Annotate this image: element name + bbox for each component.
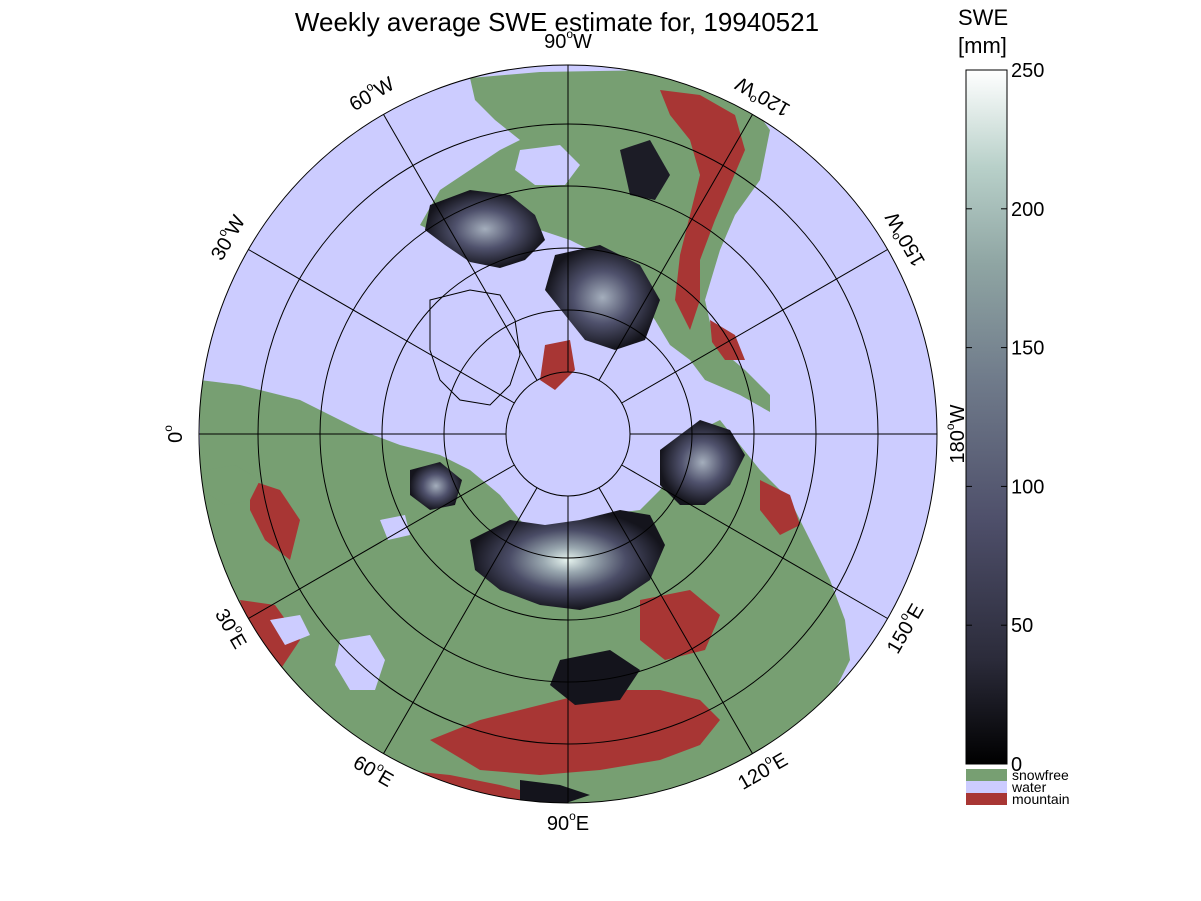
colorbar-tick-label: 200 xyxy=(1011,199,1044,221)
colorbar-title-swe: SWE xyxy=(958,5,1008,30)
colorbar-gradient xyxy=(965,69,1008,765)
rockies-mountain xyxy=(660,90,745,330)
colorbar-title-unit: [mm] xyxy=(958,33,1007,58)
legend-label-water: water xyxy=(1011,779,1047,795)
mongolia-snow xyxy=(550,650,640,705)
meridian-line xyxy=(598,487,753,754)
longitude-label: 90oW xyxy=(544,27,592,53)
legend-swatch-mountain xyxy=(966,793,1007,805)
longitude-label: 0o xyxy=(161,425,187,443)
legend-swatch-water xyxy=(966,781,1007,793)
alaska-mountain xyxy=(710,320,745,360)
meridian-line xyxy=(248,464,515,619)
tibet-snow xyxy=(520,780,590,803)
alps-mountain xyxy=(240,600,300,670)
greenland-mountain xyxy=(540,340,575,390)
scandinavia-snow xyxy=(410,462,462,510)
meridian-line xyxy=(621,464,888,619)
europe-mountain xyxy=(250,480,300,560)
legend-label-mountain: mountain xyxy=(1012,791,1070,807)
colorbar-tick-label: 250 xyxy=(1011,60,1044,82)
north-america-snow xyxy=(425,190,545,268)
black-sea-water xyxy=(270,615,310,645)
colorbar-ticks: 0 50 100 150 200 250 xyxy=(966,60,1044,776)
hudson-bay-water xyxy=(515,145,580,185)
meridian-line xyxy=(621,249,888,404)
baffin-snow xyxy=(620,140,670,200)
polar-map xyxy=(199,65,937,803)
longitude-label: 30oW xyxy=(204,210,251,265)
colorbar-tick-label: 0 xyxy=(1011,754,1022,776)
white-sea-water xyxy=(380,515,410,540)
legend-label-snowfree: snowfree xyxy=(1012,767,1069,783)
meridian-line xyxy=(598,114,753,381)
legend-swatch-snowfree xyxy=(966,769,1007,781)
colorbar: SWE [mm] 0 50 100 150 200 250 xyxy=(958,5,1044,776)
longitude-label: 90oE xyxy=(547,809,589,835)
europe-west-land xyxy=(205,465,260,505)
longitude-label: 60oW xyxy=(344,70,399,117)
longitude-label: 180oW xyxy=(943,404,969,463)
meridian-lines xyxy=(199,65,937,803)
meridian-line xyxy=(248,249,515,404)
colorbar-tick-label: 100 xyxy=(1011,476,1044,498)
meridian-line xyxy=(383,487,538,754)
colorbar-tick-label: 150 xyxy=(1011,338,1044,360)
north-america-land xyxy=(420,70,770,412)
east-asia-mountain xyxy=(640,590,720,660)
caspian-water xyxy=(335,635,385,690)
meridian-line xyxy=(383,114,538,381)
central-asia-mountain xyxy=(430,690,720,775)
greenland-land xyxy=(429,289,521,406)
colorbar-tick-label: 50 xyxy=(1011,615,1033,637)
map-title: Weekly average SWE estimate for, 1994052… xyxy=(295,7,819,37)
kamchatka-mountain xyxy=(760,480,800,535)
